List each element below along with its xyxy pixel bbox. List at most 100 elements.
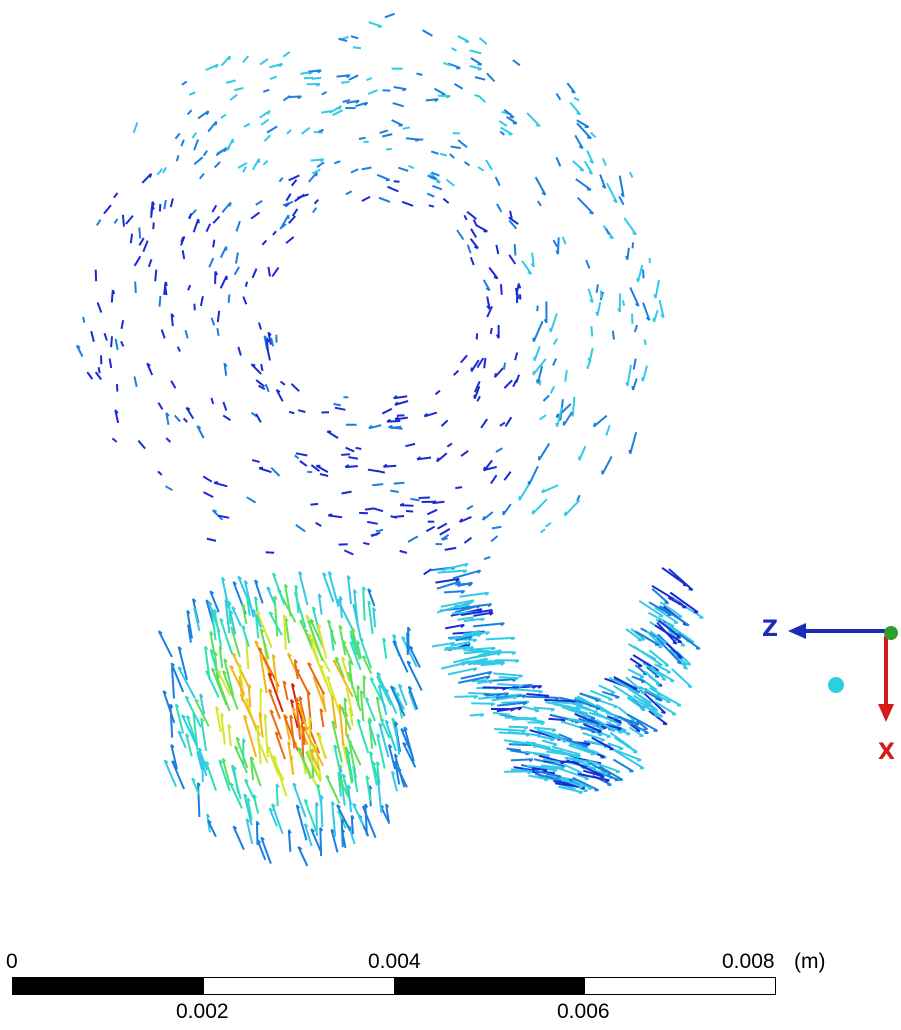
velocity-vector: [498, 731, 530, 736]
velocity-vector-head: [304, 823, 309, 828]
velocity-vector: [625, 676, 646, 695]
scale-tick-label: 0.008: [722, 950, 775, 973]
velocity-vector: [287, 829, 292, 852]
velocity-vector-head: [221, 757, 227, 763]
velocity-vector-head: [328, 571, 333, 576]
velocity-vector: [539, 735, 554, 740]
scale-segment: [13, 978, 204, 994]
velocity-vector: [211, 204, 218, 213]
velocity-vector-head: [197, 782, 201, 787]
velocity-vector: [193, 156, 204, 166]
velocity-vector: [203, 491, 214, 498]
velocity-vector: [473, 660, 505, 665]
velocity-vector-head: [455, 578, 460, 583]
velocity-vector-head: [192, 712, 197, 718]
velocity-vector: [163, 284, 168, 296]
velocity-vector: [437, 569, 467, 574]
velocity-vector: [552, 700, 584, 706]
axis-triad[interactable]: [760, 600, 901, 770]
velocity-vector: [348, 456, 359, 460]
velocity-vector: [551, 745, 581, 756]
velocity-vector-head: [268, 611, 274, 616]
velocity-vector: [113, 192, 119, 199]
velocity-vector: [436, 522, 448, 530]
velocity-vector-head: [338, 767, 343, 773]
velocity-vector-head: [620, 192, 625, 198]
velocity-vector: [349, 641, 362, 671]
velocity-vector: [472, 622, 505, 628]
velocity-vector: [514, 352, 519, 361]
velocity-vector: [633, 645, 663, 667]
velocity-vector: [302, 726, 325, 767]
velocity-vector-head: [149, 173, 153, 178]
velocity-vector: [282, 200, 294, 207]
velocity-vector: [607, 742, 624, 750]
velocity-vector-head: [376, 733, 381, 738]
velocity-vector: [473, 380, 481, 393]
velocity-vector: [440, 599, 474, 608]
velocity-vector: [340, 819, 344, 848]
velocity-vector-head: [595, 311, 599, 316]
velocity-vector: [142, 240, 149, 253]
velocity-vector: [473, 611, 494, 617]
velocity-vector: [345, 687, 354, 717]
velocity-vector-head: [272, 755, 278, 760]
velocity-vector-head: [346, 750, 351, 755]
velocity-vector: [209, 631, 216, 656]
velocity-vector: [297, 846, 309, 867]
velocity-vector-head: [297, 95, 302, 100]
velocity-vector-head: [225, 146, 230, 151]
velocity-vector: [662, 640, 683, 659]
velocity-vector-head: [541, 488, 546, 494]
velocity-vector: [557, 237, 560, 255]
velocity-vector: [370, 531, 381, 538]
velocity-vector: [387, 744, 396, 770]
velocity-vector-head: [544, 778, 549, 782]
velocity-vector-head: [146, 362, 151, 367]
velocity-vector-head: [365, 775, 370, 780]
velocity-vector: [331, 801, 337, 837]
velocity-vector: [460, 609, 493, 616]
velocity-vector-head: [316, 783, 321, 789]
velocity-vector: [176, 346, 181, 352]
velocity-vector: [568, 744, 596, 755]
velocity-vector-head: [263, 713, 268, 719]
velocity-vector: [443, 590, 465, 594]
velocity-vector-head: [254, 640, 259, 645]
velocity-vector-head: [315, 801, 320, 807]
velocity-vector: [156, 168, 164, 176]
velocity-vector: [402, 126, 410, 130]
velocity-vector: [367, 719, 377, 746]
velocity-vector: [445, 623, 465, 630]
velocity-vector-head: [637, 664, 643, 668]
velocity-vector: [393, 395, 408, 400]
velocity-vector: [585, 259, 591, 269]
velocity-vector-head: [350, 814, 355, 820]
velocity-vector: [243, 122, 251, 128]
velocity-vector-head: [302, 725, 307, 731]
velocity-vector-head: [549, 328, 552, 333]
velocity-vector: [410, 497, 420, 502]
velocity-vector-head: [235, 736, 241, 742]
velocity-vector-head: [259, 628, 265, 633]
velocity-vector-head: [297, 703, 302, 708]
velocity-vector-head: [170, 743, 175, 749]
velocity-vector-head: [510, 708, 515, 712]
velocity-vector: [486, 72, 496, 83]
velocity-vector-head: [686, 662, 691, 666]
velocity-vector: [576, 119, 590, 128]
velocity-vector: [175, 155, 180, 162]
velocity-vector: [495, 244, 500, 255]
velocity-vector-head: [206, 813, 211, 818]
velocity-vector-head: [221, 576, 226, 582]
velocity-vector: [648, 601, 672, 616]
velocity-vector-head: [244, 778, 249, 783]
velocity-vector: [608, 676, 639, 694]
velocity-vector: [261, 239, 268, 246]
velocity-vector: [493, 672, 523, 677]
velocity-vector: [279, 380, 286, 386]
velocity-vector-head: [423, 412, 428, 418]
velocity-vector: [306, 750, 322, 783]
velocity-vector: [498, 120, 508, 127]
